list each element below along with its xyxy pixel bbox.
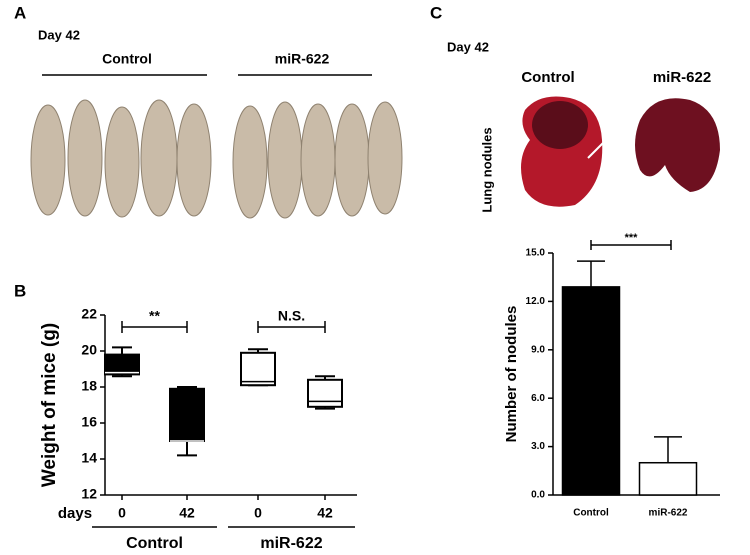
y-tick-label: 3.0 [531,441,545,452]
y-tick-label: 20 [81,342,97,358]
panel-label: A [14,3,26,22]
x-axis-label: days [58,505,92,522]
day-label: Day 42 [38,27,80,42]
panel-label: B [14,281,26,300]
significance: *** [625,232,639,244]
box [307,378,343,408]
y-axis-label: Number of nodules [503,306,520,443]
group-label: miR-622 [260,535,322,552]
y-axis-label: Weight of mice (g) [39,323,60,487]
box [169,387,205,442]
x-tick-label: 0 [254,505,262,521]
group-label: miR-622 [653,69,711,86]
box [104,353,140,376]
x-tick-label: miR-622 [649,508,688,519]
y-tick-label: 0.0 [531,490,545,501]
x-tick-label: Control [573,508,609,519]
x-tick-label: 42 [179,505,195,521]
group-label: Control [521,69,574,86]
x-tick-label: 0 [118,505,126,521]
group-label: Control [102,51,152,67]
lung-photo [521,96,720,207]
y-tick-label: 12.0 [526,296,546,307]
y-tick-label: 15.0 [526,248,546,259]
side-label: Lung nodules [479,127,494,212]
significance: ** [149,308,160,324]
y-tick-label: 16 [81,414,97,430]
x-tick-label: 42 [317,505,333,521]
y-tick-label: 18 [81,378,97,394]
y-tick-label: 12 [81,486,97,502]
significance: N.S. [278,308,305,324]
bar [638,461,698,496]
box [240,351,276,387]
y-tick-label: 9.0 [531,344,545,355]
day-label: Day 42 [447,39,489,54]
y-tick-label: 22 [81,306,97,322]
group-label: Control [126,535,183,552]
bar [561,286,621,496]
mice-photo [30,99,403,219]
group-label: miR-622 [275,51,330,67]
y-tick-label: 14 [81,450,97,466]
y-tick-label: 6.0 [531,393,545,404]
panel-label: C [430,3,442,22]
